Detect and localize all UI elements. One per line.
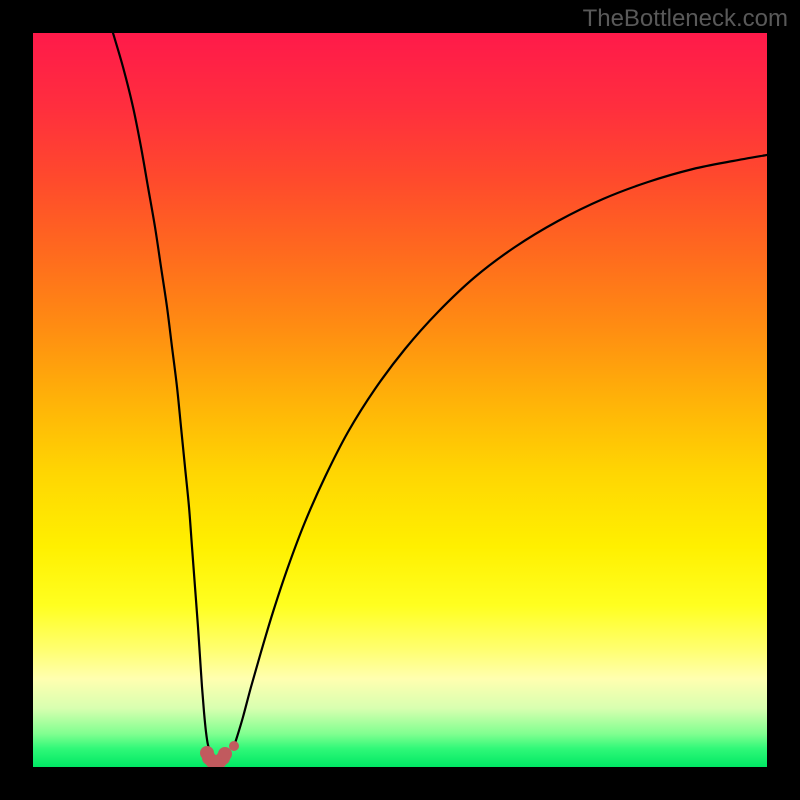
trough-marker-big-6 bbox=[219, 748, 232, 761]
curve-layer bbox=[33, 33, 767, 767]
plot-area bbox=[33, 33, 767, 767]
trough-marker-small bbox=[230, 742, 239, 751]
curve-left bbox=[113, 33, 211, 753]
curve-right bbox=[233, 155, 767, 749]
chart-container: TheBottleneck.com bbox=[0, 0, 800, 800]
watermark-text: TheBottleneck.com bbox=[583, 5, 788, 33]
